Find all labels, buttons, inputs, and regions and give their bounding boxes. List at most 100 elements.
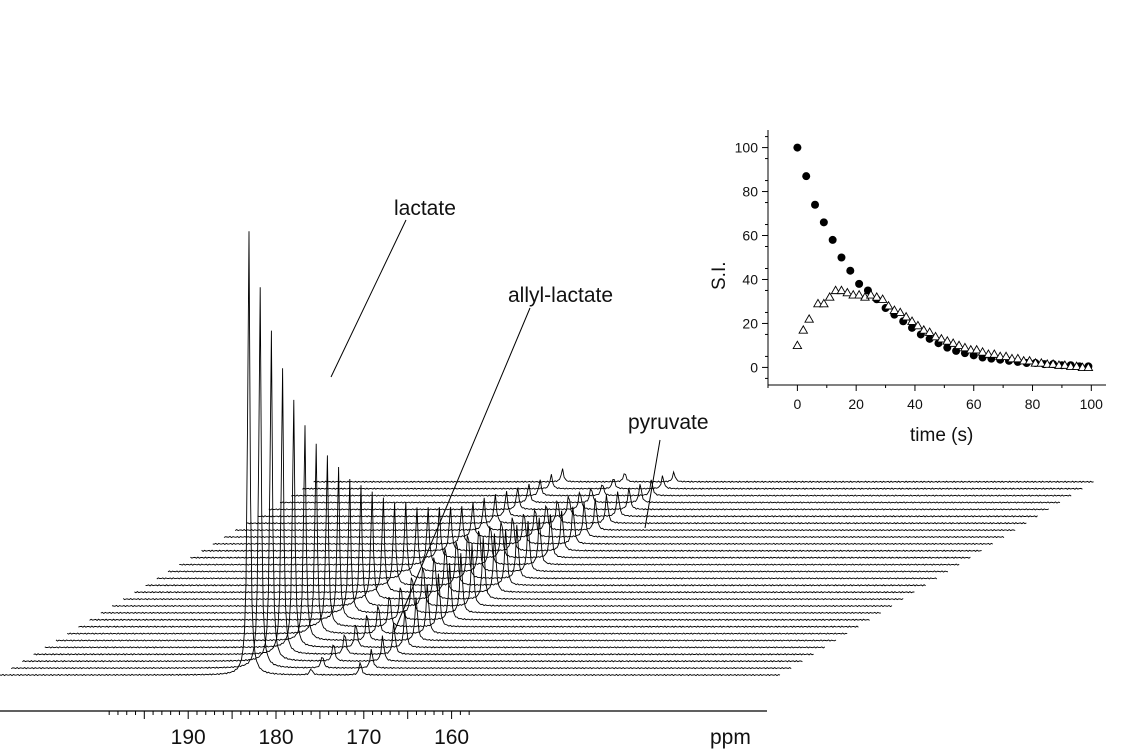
pyruvate-leader-line <box>644 439 661 529</box>
data-point-open-triangle <box>1030 357 1041 367</box>
spectrum-trace <box>257 490 1038 518</box>
spectrum-trace <box>55 425 837 642</box>
data-point-open-triangle <box>901 311 912 321</box>
data-point-open-triangle <box>936 333 947 343</box>
data-point-filled-circle <box>908 323 917 332</box>
spectrum-trace <box>67 443 848 635</box>
spectrum-trace <box>122 491 904 601</box>
ppm-tick-label: 160 <box>434 726 469 749</box>
inset-y-axis-label: S.I. <box>709 261 730 290</box>
data-point-open-triangle <box>1006 353 1017 363</box>
data-point-open-triangle <box>948 338 959 347</box>
spectrum-trace <box>0 231 781 677</box>
inset-y-tick-label: 80 <box>742 184 758 200</box>
inset-y-tick-label: 0 <box>750 359 758 375</box>
data-point-filled-circle <box>925 334 934 343</box>
spectrum-trace <box>279 483 1061 504</box>
data-point-open-triangle <box>1018 355 1029 365</box>
ppm-tick-label: 190 <box>171 726 206 749</box>
lactate-leader-line <box>330 219 407 378</box>
data-point-open-triangle <box>1042 359 1053 368</box>
data-point-open-triangle <box>1059 360 1070 369</box>
data-point-open-triangle <box>930 331 941 341</box>
data-point-open-triangle <box>883 300 894 310</box>
annotation-pyruvate: pyruvate <box>628 411 709 529</box>
spectrum-trace <box>223 501 1005 539</box>
spectrum-trace <box>201 506 982 552</box>
data-point-open-triangle <box>924 327 935 336</box>
data-point-open-triangle <box>959 342 970 352</box>
data-point-open-triangle <box>889 305 900 314</box>
inset-x-tick-label: 40 <box>907 396 923 412</box>
data-point-open-triangle <box>842 287 853 297</box>
inset-x-tick-label: 20 <box>848 396 864 412</box>
series-open-triangles <box>792 285 1094 372</box>
inset-y-ticks: 0 20 40 60 80 100 <box>735 136 768 379</box>
data-point-open-triangle <box>1048 359 1059 368</box>
pyruvate-label: pyruvate <box>628 411 709 434</box>
spectrum-trace <box>100 478 881 615</box>
data-point-open-triangle <box>830 285 841 295</box>
spectrum-trace <box>268 487 1049 511</box>
data-point-open-triangle <box>912 320 923 330</box>
spectrum-trace <box>291 479 1072 497</box>
inset-time-course-plot: 0 20 40 60 80 100 0 20 40 60 80 100 S.I. time (s) <box>709 130 1106 446</box>
data-point-open-triangle <box>824 291 835 301</box>
annotation-allyl-lactate: allyl-lactate <box>393 284 613 633</box>
data-point-open-triangle <box>871 291 882 301</box>
spectrum-trace <box>44 399 826 649</box>
spectrum-trace <box>134 497 915 594</box>
ppm-tick-label: 180 <box>258 726 293 749</box>
spectrum-trace <box>89 466 870 621</box>
allyl-lactate-leader-line <box>393 307 531 633</box>
data-point-open-triangle <box>1053 360 1064 369</box>
inset-y-tick-label: 60 <box>742 228 758 244</box>
data-point-open-triangle <box>989 349 1000 358</box>
data-point-open-triangle <box>1077 362 1088 372</box>
ppm-axis-tick-labels: 190 180 170 160 <box>171 726 469 749</box>
spectrum-trace <box>167 507 949 573</box>
spectrum-trace <box>313 468 1094 483</box>
data-point-filled-circle <box>793 143 802 152</box>
data-point-open-triangle <box>818 298 829 308</box>
data-point-open-triangle <box>848 289 859 299</box>
inset-x-tick-label: 80 <box>1025 396 1041 412</box>
data-point-open-triangle <box>977 346 988 356</box>
annotation-lactate: lactate <box>330 197 456 378</box>
spectrum-trace <box>22 330 803 663</box>
data-point-open-triangle <box>798 324 809 334</box>
data-point-open-triangle <box>1036 357 1047 367</box>
data-point-filled-circle <box>855 279 864 288</box>
data-point-open-triangle <box>983 349 994 358</box>
inset-x-tick-label: 60 <box>966 396 982 412</box>
data-point-open-triangle <box>836 285 847 295</box>
data-point-open-triangle <box>854 289 865 299</box>
data-point-open-triangle <box>877 294 888 303</box>
data-point-open-triangle <box>812 298 823 308</box>
data-point-open-triangle <box>1071 361 1082 370</box>
data-point-filled-circle <box>811 200 820 209</box>
data-point-open-triangle <box>1012 353 1023 363</box>
spectrum-trace <box>179 507 960 566</box>
data-point-open-triangle <box>907 316 917 325</box>
stacked-spectra-plot <box>0 231 1094 677</box>
inset-x-tick-label: 0 <box>793 396 801 412</box>
inset-y-tick-label: 100 <box>735 140 759 156</box>
ppm-axis-label: ppm <box>710 726 751 749</box>
spectrum-trace <box>212 506 993 546</box>
inset-y-tick-label: 40 <box>742 271 758 287</box>
ppm-axis-ticks <box>108 711 470 719</box>
data-point-open-triangle <box>918 324 929 334</box>
data-point-filled-circle <box>819 218 828 227</box>
ppm-axis: 190 180 170 160 ppm <box>0 710 767 749</box>
spectrum-trace <box>145 502 926 587</box>
data-point-open-triangle <box>865 289 876 299</box>
data-point-filled-circle <box>846 266 855 275</box>
spectrum-trace <box>234 497 1016 532</box>
data-point-filled-circle <box>802 172 811 181</box>
inset-x-tick-label: 100 <box>1080 396 1104 412</box>
data-point-open-triangle <box>792 340 803 350</box>
spectrum-trace <box>190 507 971 559</box>
spectrum-trace <box>302 474 1083 490</box>
